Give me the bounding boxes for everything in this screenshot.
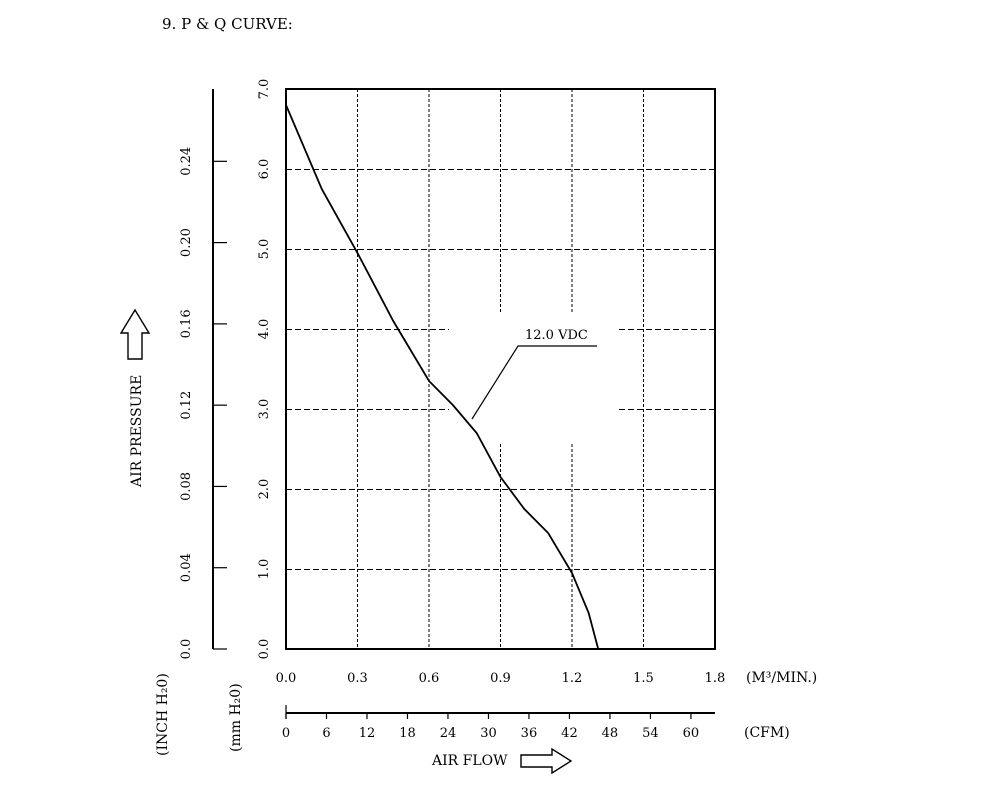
cfm-tick-label: 36 — [521, 726, 538, 741]
mm-h2o-tick-label: 6.0 — [257, 159, 272, 180]
cfm-tick-label: 6 — [322, 726, 330, 741]
plot-frame — [285, 88, 716, 650]
cfm-tick-label: 18 — [399, 726, 416, 741]
cfm-tick-label: 54 — [642, 726, 659, 741]
cmm-unit-label: (M³/MIN.) — [746, 670, 817, 686]
mm-h2o-tick-label: 1.0 — [257, 559, 272, 580]
axes-layer: 0.0 0.3 0.6 0.9 1.2 1.5 1.8 0 6 12 18 24 30 36 42 48 54 6… — [179, 79, 725, 741]
grid-lines — [286, 89, 715, 649]
inch-h2o-tick-label: 0.20 — [179, 228, 194, 257]
annotation-background — [449, 363, 617, 443]
inch-h2o-tick-label: 0.08 — [179, 472, 194, 501]
cfm-unit-label: (CFM) — [744, 725, 790, 741]
cmm-tick-label: 0.3 — [347, 671, 368, 686]
series-annotation-label: 12.0 VDC — [525, 328, 588, 343]
cfm-tick-label: 42 — [561, 726, 578, 741]
cfm-tick-label: 60 — [683, 726, 700, 741]
x-axis-arrow-icon — [520, 747, 573, 775]
inch-h2o-tick-label: 0.24 — [179, 147, 194, 176]
series-annotation-leader — [471, 345, 597, 420]
y-axis-arrow-icon — [119, 308, 151, 360]
x-axis-title: AIR FLOW — [431, 753, 508, 769]
mm-h2o-tick-label: 4.0 — [257, 319, 272, 340]
inch-h2o-tick-label: 0.16 — [179, 309, 194, 338]
mm-h2o-tick-label: 2.0 — [257, 479, 272, 500]
series-layer — [285, 104, 600, 650]
mm-h2o-unit-label: (mm H₂0) — [228, 683, 244, 752]
cmm-tick-label: 0.0 — [276, 671, 297, 686]
series-line — [285, 104, 600, 650]
cmm-tick-label: 0.9 — [490, 671, 511, 686]
cmm-tick-label: 1.2 — [562, 671, 583, 686]
mm-h2o-tick-label: 7.0 — [257, 79, 272, 100]
mm-h2o-tick-label: 5.0 — [257, 239, 272, 260]
cfm-tick-label: 0 — [282, 726, 290, 741]
mm-h2o-tick-label: 3.0 — [257, 399, 272, 420]
inch-h2o-tick-label: 0.0 — [179, 639, 194, 660]
cfm-tick-label: 30 — [480, 726, 497, 741]
section-heading: 9. P & Q CURVE: — [162, 15, 293, 33]
cfm-tick-label: 24 — [440, 726, 457, 741]
cmm-tick-label: 1.8 — [705, 671, 726, 686]
cfm-tick-label: 12 — [359, 726, 376, 741]
inch-h2o-unit-label: (INCH H₂0) — [155, 673, 171, 756]
cmm-tick-label: 0.6 — [419, 671, 440, 686]
cmm-tick-label: 1.5 — [633, 671, 654, 686]
inch-h2o-tick-label: 0.04 — [179, 553, 194, 582]
cfm-tick-label: 48 — [602, 726, 619, 741]
inch-h2o-tick-label: 0.12 — [179, 391, 194, 420]
annotation-background — [449, 313, 617, 363]
mm-h2o-tick-label: 0.0 — [257, 639, 272, 660]
y-axis-title: AIR PRESSURE — [129, 375, 145, 488]
